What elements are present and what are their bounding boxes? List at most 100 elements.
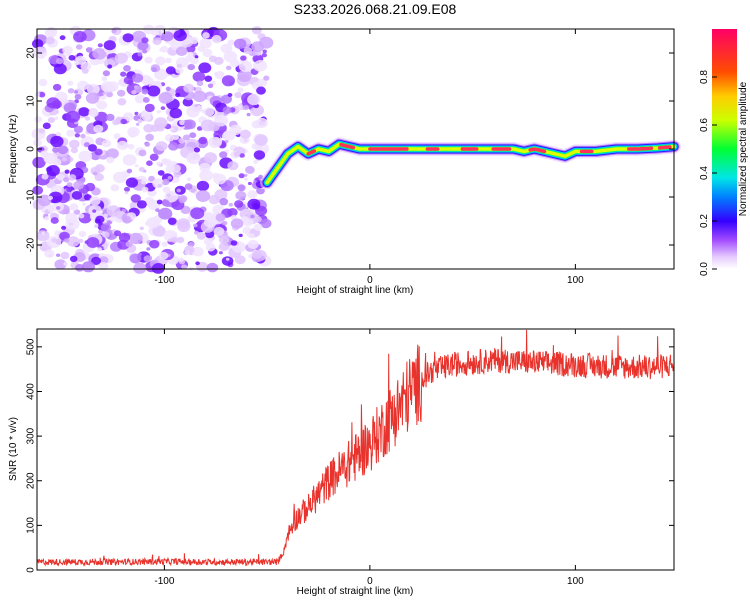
noise-speck bbox=[164, 191, 179, 203]
noise-speck bbox=[120, 118, 127, 125]
spectrogram-ridge bbox=[260, 137, 681, 190]
noise-speck bbox=[94, 224, 99, 228]
noise-speck bbox=[155, 208, 160, 213]
noise-speck bbox=[54, 259, 67, 270]
noise-speck bbox=[125, 241, 133, 248]
noise-speck bbox=[89, 196, 101, 206]
noise-speck bbox=[247, 190, 258, 199]
noise-speck bbox=[255, 177, 260, 182]
noise-speck bbox=[46, 236, 62, 248]
noise-speck bbox=[44, 249, 55, 258]
noise-speck bbox=[128, 130, 137, 138]
noise-speck bbox=[86, 237, 100, 248]
noise-speck bbox=[97, 43, 103, 48]
noise-speck bbox=[245, 165, 255, 174]
snr-frame bbox=[36, 328, 675, 571]
noise-speck bbox=[122, 33, 134, 43]
noise-speck bbox=[143, 255, 152, 263]
noise-speck bbox=[199, 162, 211, 173]
noise-speck bbox=[230, 240, 238, 246]
ridge-peak-0 bbox=[306, 149, 317, 156]
noise-speck bbox=[215, 196, 220, 200]
noise-speck bbox=[165, 86, 171, 92]
ridge-peak-6 bbox=[528, 147, 547, 154]
noise-speck bbox=[84, 116, 91, 121]
noise-speck bbox=[159, 48, 164, 52]
snr-x-ticks: -100 0 100 bbox=[154, 329, 584, 587]
noise-speck bbox=[66, 129, 75, 137]
noise-speck bbox=[127, 143, 135, 150]
noise-speck bbox=[167, 217, 177, 225]
noise-speck bbox=[233, 151, 241, 157]
noise-speck bbox=[167, 175, 173, 180]
noise-speck bbox=[75, 44, 83, 50]
noise-speck bbox=[154, 117, 168, 129]
noise-speck bbox=[204, 216, 217, 228]
noise-speck bbox=[81, 261, 95, 273]
noise-speck bbox=[196, 232, 206, 240]
noise-speck bbox=[78, 238, 84, 243]
noise-speck bbox=[192, 90, 207, 103]
noise-speck bbox=[176, 63, 183, 69]
noise-speck bbox=[93, 124, 104, 133]
noise-speck bbox=[92, 48, 107, 60]
noise-speck bbox=[149, 239, 160, 249]
noise-speck bbox=[198, 62, 212, 74]
noise-speck bbox=[141, 88, 149, 95]
colorbar-tick-label: 0.6 bbox=[699, 118, 710, 132]
x-tick-label: 100 bbox=[567, 275, 584, 286]
noise-speck bbox=[238, 173, 245, 179]
y-tick-label: 200 bbox=[26, 472, 37, 489]
noise-speck bbox=[131, 73, 144, 83]
noise-speck bbox=[213, 226, 225, 236]
noise-speck bbox=[56, 174, 65, 181]
noise-speck bbox=[155, 141, 168, 152]
noise-speck bbox=[148, 175, 156, 182]
noise-speck bbox=[117, 140, 129, 150]
noise-speck bbox=[224, 139, 229, 143]
noise-speck bbox=[178, 257, 184, 263]
noise-speck bbox=[203, 107, 215, 117]
noise-speck bbox=[53, 63, 67, 75]
noise-speck bbox=[50, 217, 59, 224]
noise-speck bbox=[192, 71, 206, 82]
noise-speck bbox=[98, 262, 109, 271]
noise-speck bbox=[244, 177, 248, 181]
noise-speck bbox=[155, 56, 166, 66]
noise-speck bbox=[238, 233, 243, 238]
noise-speck bbox=[99, 89, 104, 94]
noise-speck bbox=[230, 218, 244, 229]
noise-speck bbox=[62, 45, 73, 55]
noise-speck bbox=[129, 232, 143, 245]
noise-speck bbox=[211, 35, 222, 44]
noise-speck bbox=[246, 112, 251, 117]
noise-speck bbox=[150, 28, 160, 36]
colorbar-label: Normalized spectral amplitude bbox=[738, 81, 749, 216]
noise-speck bbox=[186, 106, 200, 118]
noise-speck bbox=[78, 107, 90, 117]
y-tick-label: 100 bbox=[26, 517, 37, 534]
noise-speck bbox=[163, 158, 172, 166]
noise-speck bbox=[240, 55, 247, 61]
noise-speck bbox=[105, 113, 115, 121]
noise-speck bbox=[243, 47, 253, 55]
noise-speck bbox=[66, 187, 71, 192]
noise-speck bbox=[221, 256, 234, 266]
noise-speck bbox=[224, 131, 236, 141]
figure-title: S233.2026.068.21.09.E08 bbox=[294, 1, 457, 17]
spectrogram-noise-region bbox=[31, 24, 274, 274]
noise-speck bbox=[157, 170, 165, 176]
noise-speck bbox=[161, 199, 170, 206]
noise-speck bbox=[173, 29, 187, 42]
noise-speck bbox=[34, 116, 43, 123]
noise-speck bbox=[156, 161, 162, 167]
noise-speck bbox=[138, 252, 142, 256]
noise-speck bbox=[247, 181, 252, 186]
noise-speck bbox=[103, 246, 108, 250]
y-tick-label: 400 bbox=[26, 383, 37, 400]
noise-speck bbox=[42, 122, 51, 130]
noise-speck bbox=[259, 36, 274, 49]
noise-speck bbox=[52, 158, 62, 166]
y-tick-label: -10 bbox=[26, 189, 37, 204]
noise-speck bbox=[63, 102, 77, 114]
